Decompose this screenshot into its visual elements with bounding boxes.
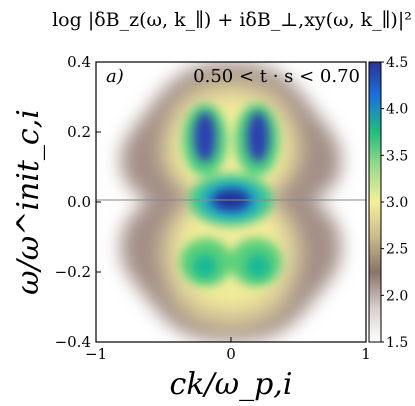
x-ticks: −1 0 1: [85, 337, 371, 363]
colorbar-tick-label: 3.0: [386, 195, 408, 211]
colorbar-tick-label: 2.5: [386, 242, 408, 258]
peak-upper-right: [247, 112, 269, 162]
colorbar-tick-label: 1.5: [386, 335, 408, 351]
y-tick-label: −0.2: [55, 263, 91, 281]
colorbar-ticks: 1.5 2.0 2.5 3.0 3.5 4.0 4.5: [381, 55, 408, 351]
colorbar-tick-label: 3.5: [386, 148, 408, 164]
x-tick-label: 1: [361, 345, 371, 363]
y-tick-label: 0.4: [67, 53, 91, 71]
heatmap: [120, 62, 342, 342]
colorbar-tick-label: 4.5: [386, 55, 408, 71]
peak-lower-right: [246, 254, 270, 278]
colorbar-tick-label: 4.0: [386, 102, 408, 118]
colorbar: [368, 61, 382, 343]
chart-title: log |δB_z(ω, k_∥) + iδB_⊥,xy(ω, k_∥)|²: [52, 9, 412, 31]
x-tick-label: 0: [226, 345, 236, 363]
y-ticks: −0.4 −0.2 0.0 0.2 0.4: [55, 53, 101, 351]
x-tick-label: −1: [85, 345, 107, 363]
y-tick-label: 0.0: [67, 193, 91, 211]
y-tick-label: −0.4: [55, 333, 91, 351]
x-axis-label: ck/ω_p,i: [170, 367, 293, 402]
y-axis-label: ω/ω^init_c,i: [11, 109, 46, 295]
time-range-annotation: 0.50 < t · s < 0.70: [193, 66, 360, 87]
peak-upper-left: [194, 112, 216, 162]
colorbar-tick-label: 2.0: [386, 288, 408, 304]
peak-lower-left: [193, 254, 217, 278]
panel-label: a): [106, 66, 124, 87]
y-tick-label: 0.2: [67, 123, 91, 141]
